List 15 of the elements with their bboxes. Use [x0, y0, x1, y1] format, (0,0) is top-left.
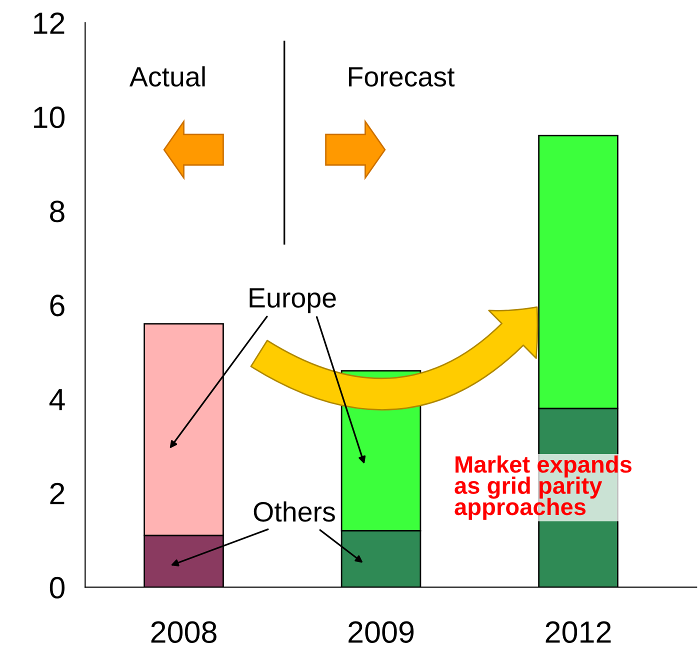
y-tick-label: 4: [49, 389, 65, 410]
series-label: Europe: [250, 288, 336, 314]
y-tick-label: 2: [50, 482, 64, 504]
y-tick-label: 10: [34, 106, 65, 128]
series-label: Others: [254, 501, 335, 522]
x-tick-label: 2008: [151, 621, 216, 643]
annotation: Forecast: [348, 67, 455, 87]
y-tick-label: 8: [50, 200, 64, 222]
x-tick-label: 2012: [546, 621, 611, 643]
y-tick-label: 12: [34, 12, 64, 34]
annotation: Market expands as grid parity approaches: [454, 455, 632, 520]
x-tick-label: 2009: [348, 621, 414, 643]
y-tick-label: 6: [50, 294, 64, 316]
y-tick-label: 0: [50, 576, 65, 599]
annotation: Actual: [129, 66, 205, 87]
